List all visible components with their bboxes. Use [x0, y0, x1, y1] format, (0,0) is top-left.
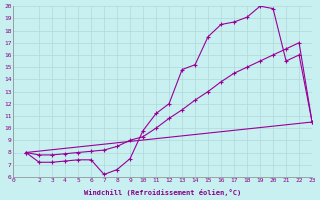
X-axis label: Windchill (Refroidissement éolien,°C): Windchill (Refroidissement éolien,°C)	[84, 189, 241, 196]
